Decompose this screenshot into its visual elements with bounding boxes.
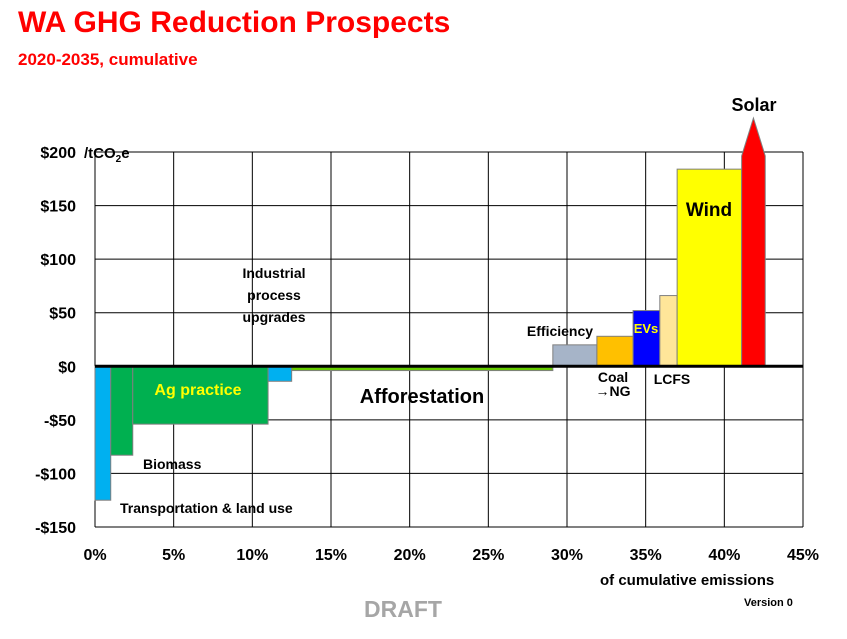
version-label: Version 0 [744, 597, 793, 609]
bar-solar [741, 116, 766, 367]
bar-industrial-process-upgrades [267, 365, 293, 382]
label-wind: Wind [686, 200, 732, 221]
label-biomass: Biomass [143, 456, 202, 472]
chart-title: WA GHG Reduction Prospects [18, 6, 451, 39]
x-tick-label: 45% [787, 547, 819, 564]
y-tick-label: $200 [40, 145, 76, 162]
label-afforestation: Afforestation [360, 386, 484, 408]
y-tick-label: -$150 [35, 520, 76, 537]
y-tick-labels: $200 $150 $100 $50 $0 -$50 -$100 -$150 [35, 145, 76, 537]
label-coal-ng: →NG [596, 383, 631, 399]
bar-wind [676, 168, 743, 367]
x-tick-label: 30% [551, 547, 583, 564]
y-tick-label: -$100 [35, 466, 76, 483]
bar-lcfs [659, 295, 678, 367]
x-tick-label: 0% [83, 547, 106, 564]
x-tick-label: 5% [162, 547, 185, 564]
x-axis-label: of cumulative emissions [600, 572, 775, 589]
x-tick-label: 20% [394, 547, 426, 564]
draft-watermark: DRAFT [364, 596, 442, 622]
bar-transportation-land-use [94, 365, 112, 501]
label-solar: Solar [731, 95, 776, 115]
chart-subtitle: 2020-2035, cumulative [18, 50, 198, 69]
y-tick-label: $0 [58, 359, 76, 376]
y-tick-label: $100 [40, 252, 76, 269]
label-lcfs: LCFS [654, 371, 691, 387]
bar-coal-ng [596, 335, 634, 367]
bar-evs [632, 310, 661, 367]
x-tick-label: 25% [472, 547, 504, 564]
y-tick-label: $50 [49, 306, 76, 323]
label-industrial-3: upgrades [242, 309, 305, 325]
x-tick-label: 10% [236, 547, 268, 564]
bar-efficiency [552, 344, 598, 367]
label-industrial-2: process [247, 287, 301, 303]
y-tick-label: $150 [40, 199, 76, 216]
x-tick-label: 35% [630, 547, 662, 564]
label-transportation: Transportation & land use [120, 500, 293, 516]
label-industrial-1: Industrial [242, 265, 305, 281]
label-efficiency: Efficiency [527, 323, 593, 339]
x-tick-label: 40% [708, 547, 740, 564]
bar-biomass [110, 365, 134, 456]
y-tick-label: -$50 [44, 413, 76, 430]
bar-ag-practice [132, 365, 269, 425]
label-coal: Coal [598, 369, 628, 385]
x-tick-label: 15% [315, 547, 347, 564]
bar-labels: Transportation & land use Biomass Ag pract… [120, 95, 777, 516]
x-tick-labels: 0% 5% 10% 15% 20% 25% 30% 35% 40% 45% [83, 547, 819, 564]
bars-layer [94, 116, 766, 501]
label-ag-practice: Ag practice [154, 382, 241, 399]
label-evs: EVs [634, 321, 659, 336]
y-unit-label: /tCO2e [84, 145, 130, 165]
